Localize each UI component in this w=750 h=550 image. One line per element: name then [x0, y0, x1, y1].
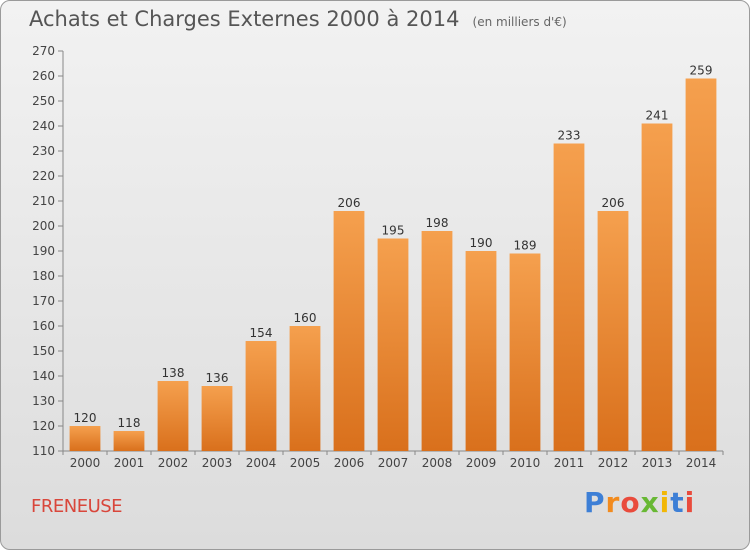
y-tick-label: 160: [32, 319, 55, 333]
y-tick-label: 220: [32, 169, 55, 183]
data-label: 160: [294, 311, 317, 325]
y-tick-label: 130: [32, 394, 55, 408]
data-label: 241: [646, 109, 669, 123]
logo-letter: P: [584, 486, 606, 519]
data-label: 206: [338, 196, 361, 210]
bar: [685, 78, 717, 451]
bar: [641, 123, 673, 451]
y-tick-label: 200: [32, 219, 55, 233]
logo-letter: i: [684, 486, 696, 519]
logo-letter: i: [659, 486, 671, 519]
bar: [289, 326, 321, 451]
chart-title: Achats et Charges Externes 2000 à 2014: [29, 7, 460, 31]
bar: [201, 386, 233, 451]
data-label: 206: [602, 196, 625, 210]
x-tick-label: 2010: [510, 456, 541, 470]
x-tick-label: 2009: [466, 456, 497, 470]
bar: [553, 143, 585, 451]
x-tick-label: 2014: [686, 456, 717, 470]
x-tick-label: 2011: [554, 456, 585, 470]
data-label: 233: [558, 129, 581, 143]
axes: 110 120 130 140 150 160 170 180 190 200 210 220 230 2…: [32, 44, 724, 470]
bar: [465, 251, 497, 451]
y-tick-label: 150: [32, 344, 55, 358]
proxiti-logo: Proxiti: [584, 486, 695, 519]
data-label: 189: [514, 239, 537, 253]
commune-name: FRENEUSE: [31, 496, 123, 517]
bar: [509, 253, 541, 451]
bar: [245, 341, 277, 451]
bar: [377, 238, 409, 451]
x-tick-label: 2012: [598, 456, 629, 470]
bar: [69, 426, 101, 451]
bar: [421, 231, 453, 451]
chart-subtitle: (en milliers d'€): [472, 15, 567, 29]
data-label: 138: [162, 366, 185, 380]
y-tick-label: 240: [32, 119, 55, 133]
logo-letter: x: [640, 486, 660, 519]
x-tick-label: 2007: [378, 456, 409, 470]
logo-letter: t: [670, 486, 685, 519]
data-label: 259: [690, 64, 713, 78]
bar: [597, 211, 629, 451]
x-tick-label: 2001: [114, 456, 145, 470]
data-label: 190: [470, 236, 493, 250]
data-label: 118: [118, 416, 141, 430]
y-tick-label: 270: [32, 44, 55, 58]
x-tick-label: 2000: [70, 456, 101, 470]
title-row: Achats et Charges Externes 2000 à 2014 (…: [29, 7, 567, 31]
data-label: 154: [250, 326, 273, 340]
y-tick-label: 140: [32, 369, 55, 383]
data-label: 120: [74, 411, 97, 425]
logo-letter: r: [605, 486, 621, 519]
data-label: 136: [206, 371, 229, 385]
x-tick-label: 2013: [642, 456, 673, 470]
y-tick-label: 260: [32, 69, 55, 83]
data-labels: 120 118 138 136 154 160 206 195 198 190 189 233 206 2…: [74, 64, 713, 431]
x-tick-label: 2003: [202, 456, 233, 470]
data-label: 195: [382, 224, 405, 238]
bar: [157, 381, 189, 451]
data-label: 198: [426, 216, 449, 230]
x-tick-label: 2005: [290, 456, 321, 470]
bar: [333, 211, 365, 451]
x-tick-label: 2006: [334, 456, 365, 470]
y-tick-label: 190: [32, 244, 55, 258]
y-tick-label: 210: [32, 194, 55, 208]
y-tick-label: 110: [32, 444, 55, 458]
y-tick-label: 180: [32, 269, 55, 283]
logo-letter: o: [620, 486, 641, 519]
y-tick-label: 230: [32, 144, 55, 158]
x-tick-label: 2002: [158, 456, 189, 470]
y-tick-label: 170: [32, 294, 55, 308]
y-tick-label: 250: [32, 94, 55, 108]
y-tick-label: 120: [32, 419, 55, 433]
bars: [69, 78, 717, 451]
x-tick-label: 2004: [246, 456, 277, 470]
x-tick-label: 2008: [422, 456, 453, 470]
bar: [113, 431, 145, 451]
